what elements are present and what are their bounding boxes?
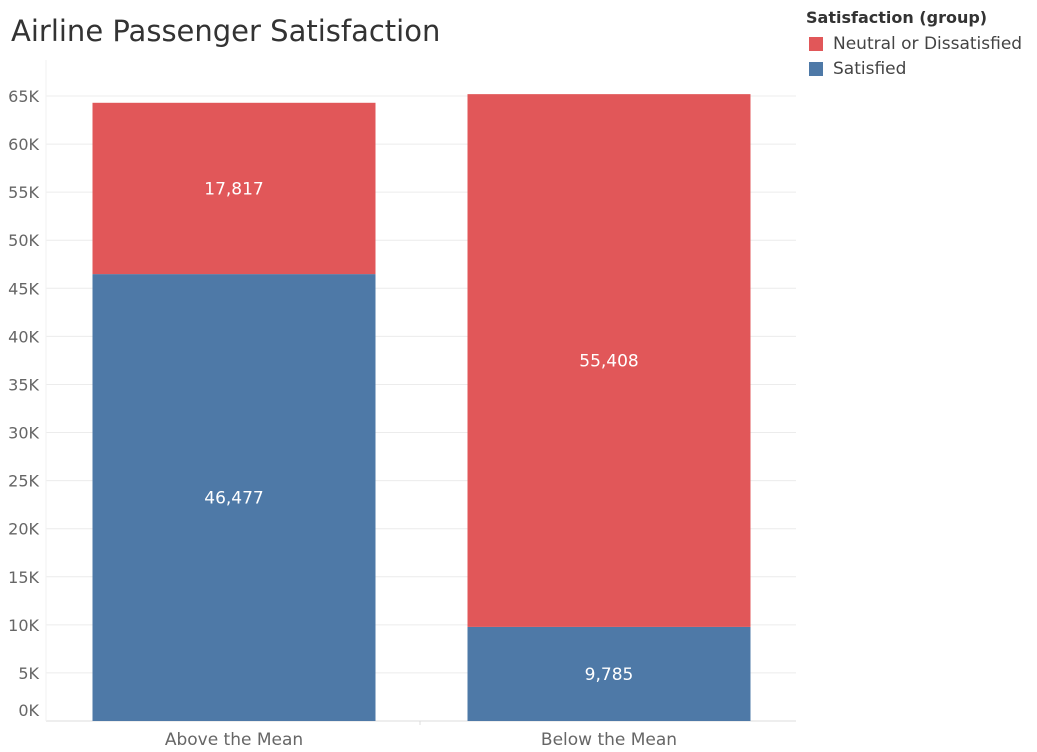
legend-item-neutral-or-dissatisfied[interactable]: Neutral or Dissatisfied: [806, 31, 1022, 56]
legend-swatch-satisfied: [809, 61, 823, 76]
x-tick-label: Below the Mean: [541, 730, 677, 750]
legend-item-satisfied[interactable]: Satisfied: [806, 56, 1022, 81]
y-tick-label: 35K: [8, 375, 39, 394]
y-tick-label: 40K: [8, 327, 39, 346]
y-tick-label: 5K: [18, 664, 39, 683]
data-label: 17,817: [204, 179, 263, 199]
y-tick-label: 15K: [8, 568, 39, 587]
legend: Satisfaction (group) Neutral or Dissatis…: [806, 8, 1022, 81]
y-tick-label: 10K: [8, 616, 39, 635]
y-tick-label: 60K: [8, 135, 39, 154]
data-label: 46,477: [204, 489, 263, 509]
y-tick-label: 30K: [8, 424, 39, 443]
y-tick-label: 0K: [18, 701, 39, 720]
legend-swatch-neutral-or-dissatisfied: [809, 36, 823, 51]
bar-segment-satisfied[interactable]: [92, 274, 376, 721]
legend-label-neutral-or-dissatisfied: Neutral or Dissatisfied: [833, 33, 1023, 54]
y-tick-label: 65K: [8, 87, 39, 106]
y-tick-label: 55K: [8, 183, 39, 202]
x-tick-label: Above the Mean: [165, 730, 303, 750]
chart-title: Airline Passenger Satisfaction: [11, 14, 441, 48]
bar-segment-satisfied[interactable]: [467, 626, 751, 721]
y-tick-label: 45K: [8, 279, 39, 298]
legend-label-satisfied: Satisfied: [833, 58, 907, 79]
data-label: 55,408: [579, 352, 638, 372]
bar-segment-neutral-or-dissatisfied[interactable]: [92, 102, 376, 275]
data-label: 9,785: [585, 665, 634, 685]
bar-segment-neutral-or-dissatisfied[interactable]: [467, 94, 751, 627]
y-tick-label: 50K: [8, 231, 39, 250]
legend-title: Satisfaction (group): [806, 8, 988, 27]
y-tick-label: 25K: [8, 472, 39, 491]
y-tick-label: 20K: [8, 520, 39, 539]
